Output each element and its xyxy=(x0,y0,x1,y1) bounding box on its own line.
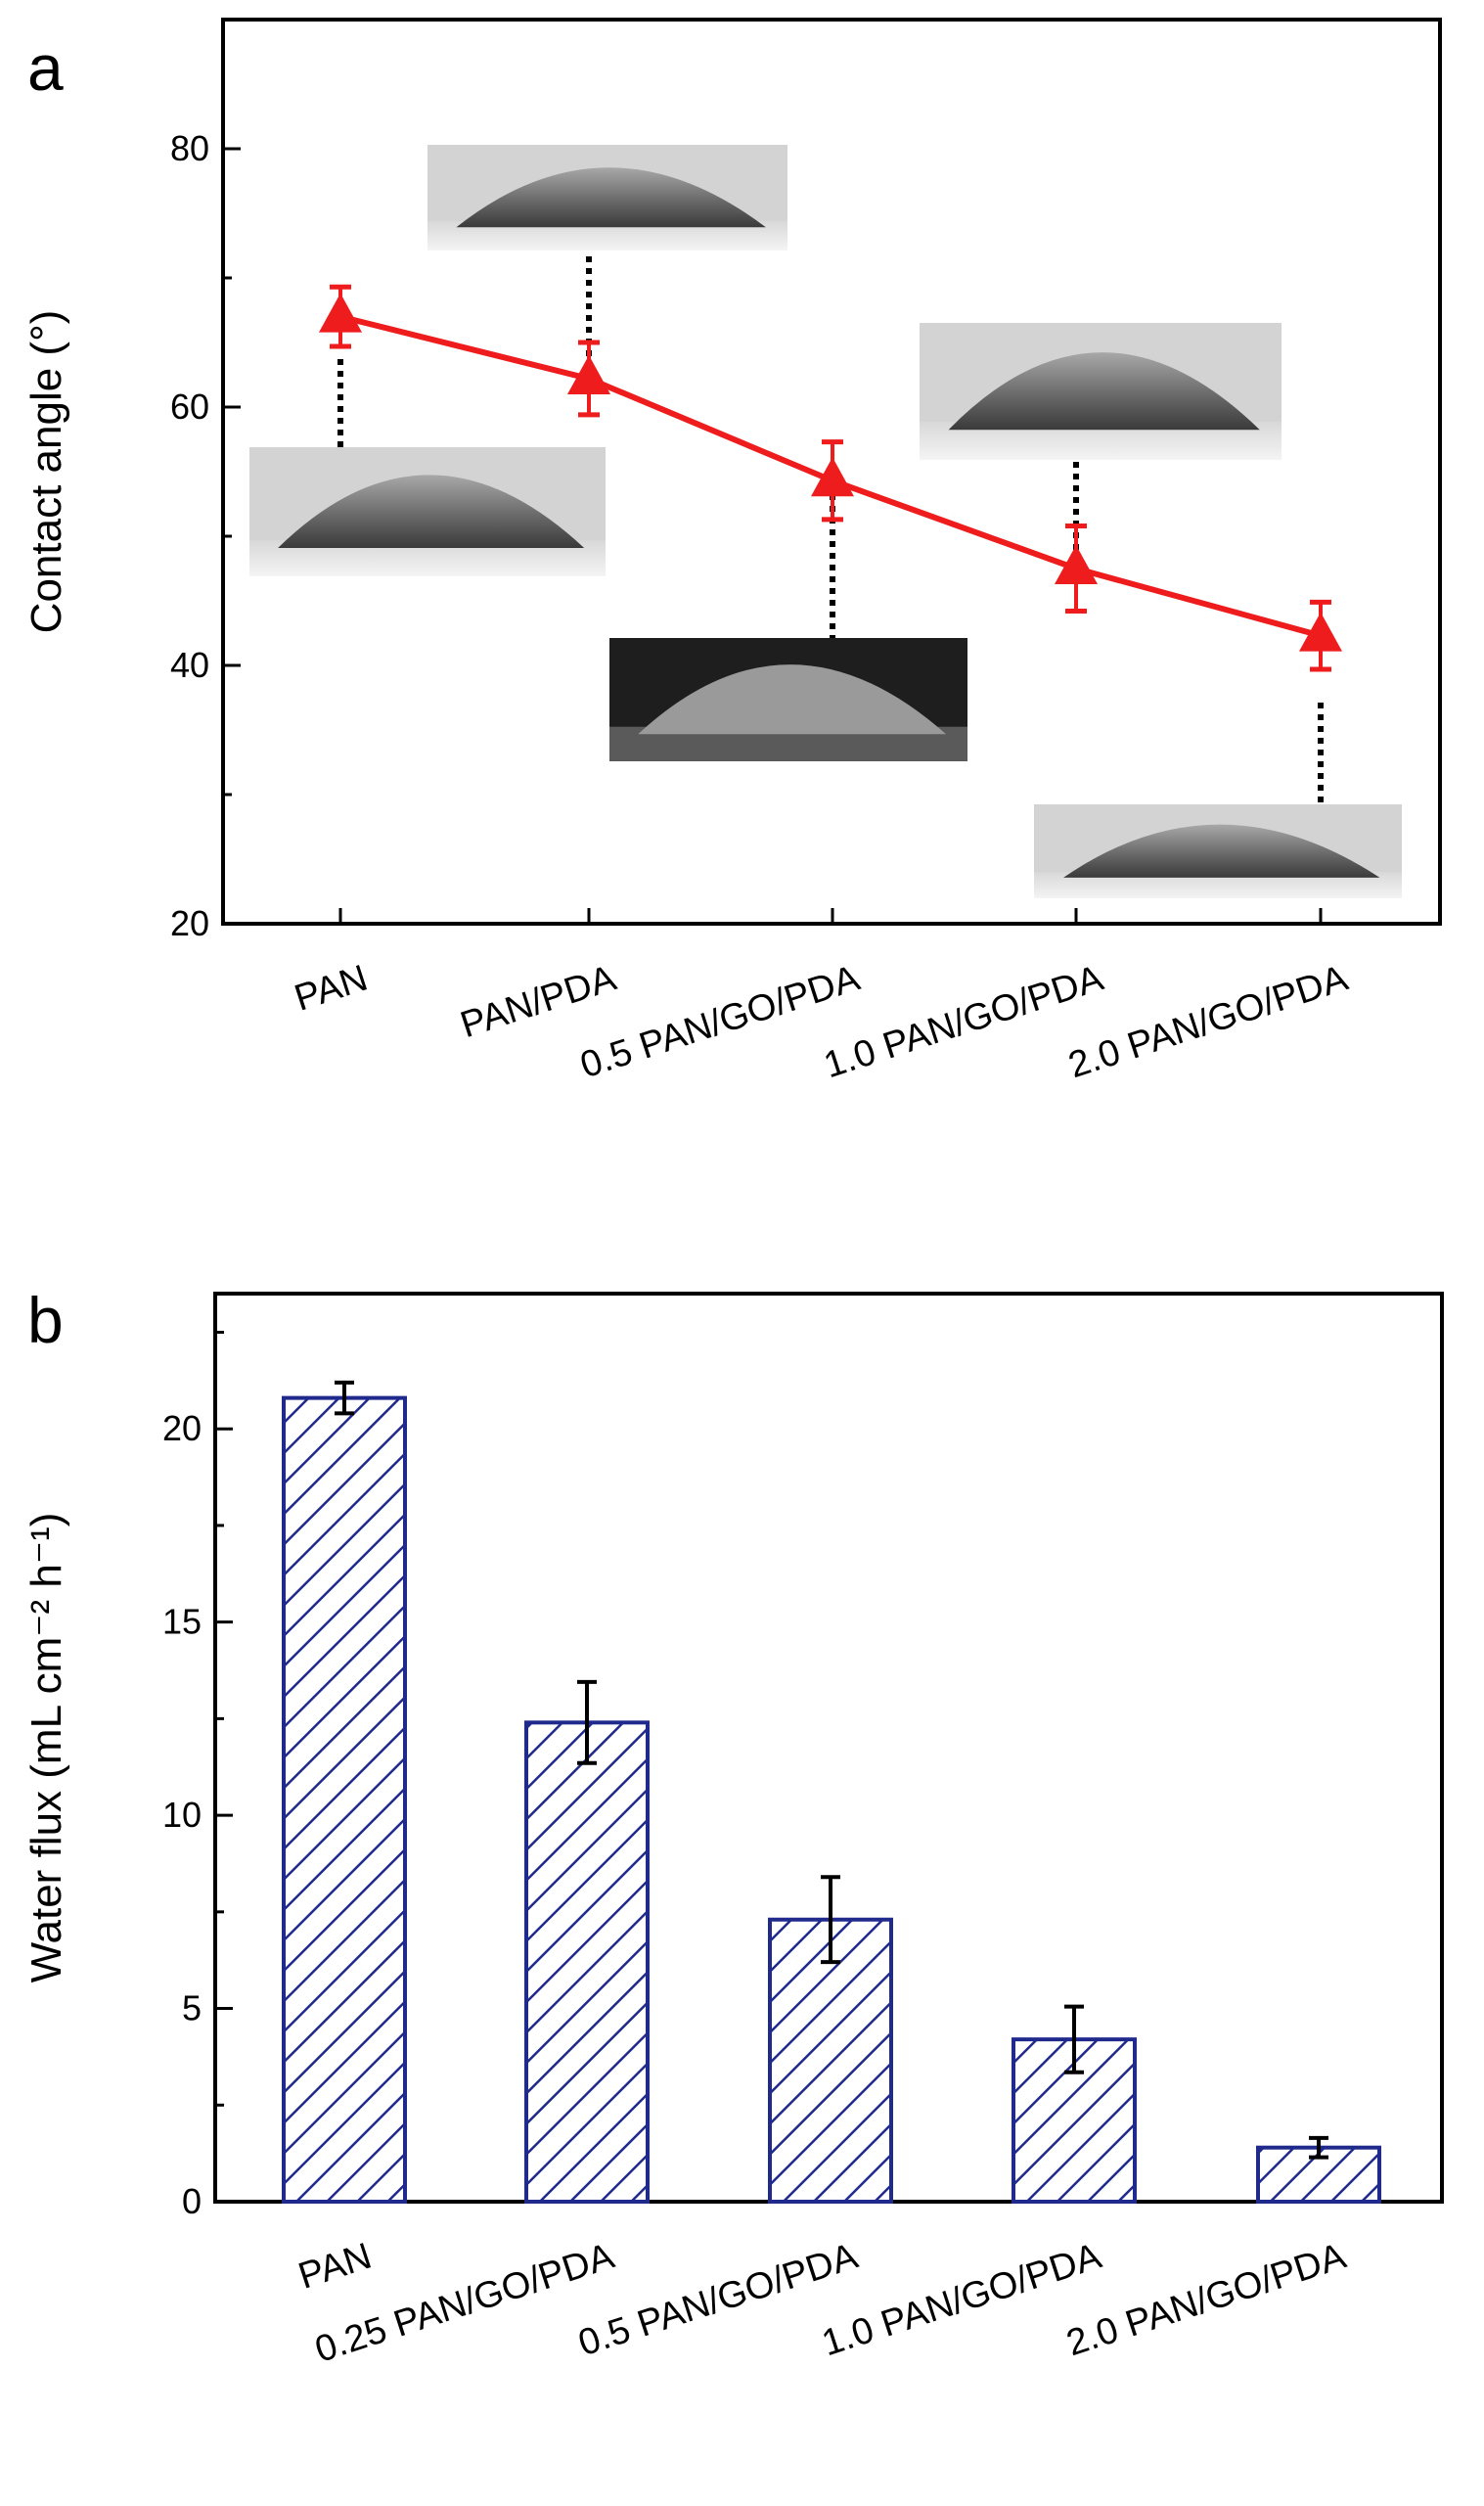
y-tick-label-b: 5 xyxy=(182,1988,202,2028)
droplet-image xyxy=(609,638,967,761)
contact-angle-panel: a 20 40 60 80 Contact angle (°) PAN PAN/PDA0.5 … xyxy=(22,18,1442,1086)
droplet-shape xyxy=(638,664,947,735)
x-category-label-a: PAN/PDA xyxy=(456,957,622,1046)
y-tick-label-b: 0 xyxy=(182,2181,202,2221)
y-tick-label-b: 10 xyxy=(162,1795,202,1835)
panel-label-b: b xyxy=(27,1284,64,1356)
bar-water-flux xyxy=(282,1395,407,2204)
y-tick-label-a: 20 xyxy=(170,903,209,943)
droplet-image xyxy=(249,447,606,576)
data-point-triangle xyxy=(811,457,854,497)
y-axis-title-b: Water flux (mL cm⁻² h⁻¹) xyxy=(22,1513,70,1983)
data-point-triangle xyxy=(1055,545,1098,584)
x-category-label-b: 2.0 PAN/GO/PDA xyxy=(1061,2235,1351,2364)
droplet-shape xyxy=(1063,824,1380,878)
y-tick-label-b: 20 xyxy=(162,1408,202,1448)
droplet-image xyxy=(427,145,787,251)
droplet-shape xyxy=(278,475,585,548)
droplet-shape xyxy=(456,167,766,228)
y-tick-label-a: 80 xyxy=(170,128,209,168)
y-axis-title-a: Contact angle (°) xyxy=(22,310,70,634)
y-tick-label-a: 60 xyxy=(170,387,209,427)
bar-water-flux xyxy=(524,1720,650,2204)
x-category-label-a: 0.5 PAN/GO/PDA xyxy=(575,957,865,1086)
x-category-label-a: PAN xyxy=(290,958,373,1020)
data-point-triangle xyxy=(1299,612,1342,652)
panel-label-a: a xyxy=(27,31,64,104)
droplet-image xyxy=(1034,804,1402,898)
x-category-label-b: 0.5 PAN/GO/PDA xyxy=(573,2235,863,2364)
data-point-triangle xyxy=(319,293,362,333)
x-category-label-b: PAN xyxy=(293,2236,377,2298)
x-category-label-b: 1.0 PAN/GO/PDA xyxy=(817,2235,1106,2364)
droplet-image xyxy=(920,323,1282,460)
droplet-shape xyxy=(948,352,1260,431)
y-tick-label-a: 40 xyxy=(170,645,209,685)
x-category-label-a: 2.0 PAN/GO/PDA xyxy=(1063,957,1353,1086)
y-tick-label-b: 15 xyxy=(162,1602,202,1642)
x-category-label-a: 1.0 PAN/GO/PDA xyxy=(819,957,1108,1086)
data-point-triangle xyxy=(567,354,610,394)
